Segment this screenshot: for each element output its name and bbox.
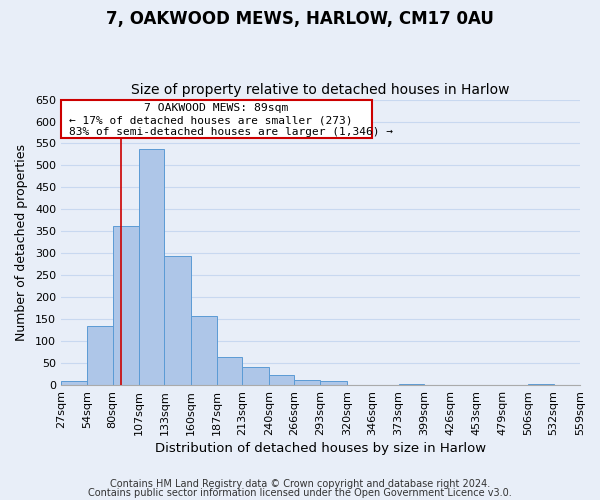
Bar [87,326,113,385]
Title: Size of property relative to detached houses in Harlow: Size of property relative to detached ho… [131,83,510,97]
Text: 7, OAKWOOD MEWS, HARLOW, CM17 0AU: 7, OAKWOOD MEWS, HARLOW, CM17 0AU [106,10,494,28]
Bar [61,380,87,385]
Bar [242,368,269,385]
Text: ← 17% of detached houses are smaller (273): ← 17% of detached houses are smaller (27… [69,116,352,126]
Text: Contains public sector information licensed under the Open Government Licence v3: Contains public sector information licen… [88,488,512,498]
Text: Contains HM Land Registry data © Crown copyright and database right 2024.: Contains HM Land Registry data © Crown c… [110,479,490,489]
Bar [528,384,554,385]
Bar [320,380,347,385]
Text: 7 OAKWOOD MEWS: 89sqm: 7 OAKWOOD MEWS: 89sqm [145,103,289,113]
Bar [139,149,164,385]
Y-axis label: Number of detached properties: Number of detached properties [15,144,28,341]
Bar [398,384,424,385]
Bar [164,256,191,385]
Bar [191,316,217,385]
X-axis label: Distribution of detached houses by size in Harlow: Distribution of detached houses by size … [155,442,486,455]
Bar [113,226,139,385]
Bar [217,356,242,385]
Bar [294,380,320,385]
Text: 83% of semi-detached houses are larger (1,346) →: 83% of semi-detached houses are larger (… [69,127,393,137]
FancyBboxPatch shape [61,100,372,138]
Bar [269,376,294,385]
